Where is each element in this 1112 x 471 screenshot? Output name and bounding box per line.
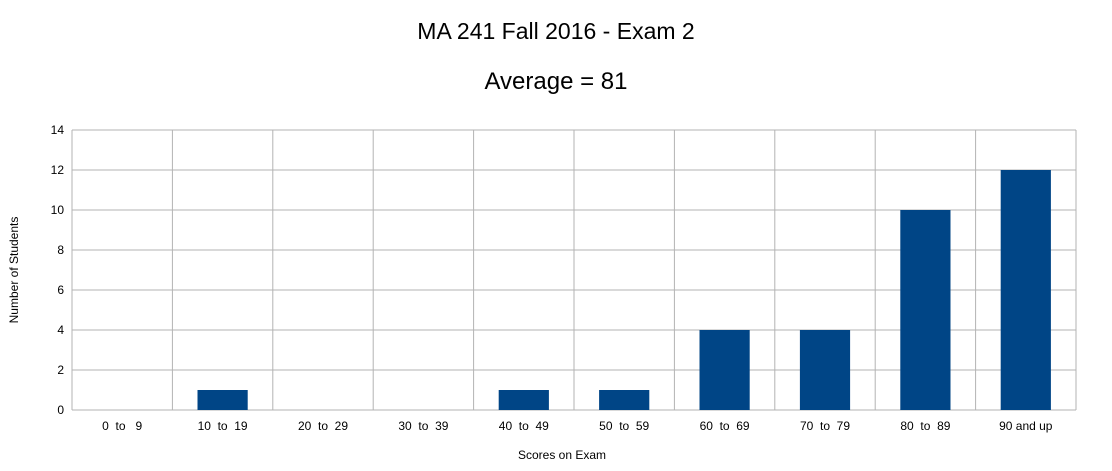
x-tick-label: 0 to 9 xyxy=(102,419,142,433)
bar xyxy=(599,390,650,410)
bar xyxy=(699,330,750,410)
bars xyxy=(197,170,1051,410)
x-tick-label: 40 to 49 xyxy=(499,419,549,433)
x-tick-label: 90 and up xyxy=(999,419,1053,433)
x-tick-label: 20 to 29 xyxy=(298,419,348,433)
y-tick-labels: 0 2 4 6 8 10 12 14 xyxy=(51,123,65,417)
bar xyxy=(900,210,951,410)
x-tick-label: 50 to 59 xyxy=(599,419,649,433)
y-tick-label: 4 xyxy=(57,323,64,337)
y-tick-label: 0 xyxy=(57,403,64,417)
x-tick-label: 30 to 39 xyxy=(398,419,448,433)
y-tick-label: 6 xyxy=(57,283,64,297)
x-axis-label: Scores on Exam xyxy=(518,448,606,462)
bar xyxy=(799,330,851,410)
x-tick-label: 80 to 89 xyxy=(900,419,950,433)
bar xyxy=(197,390,248,410)
chart-subtitle: Average = 81 xyxy=(484,68,628,95)
y-tick-label: 14 xyxy=(51,123,65,137)
x-tick-label: 10 to 19 xyxy=(198,419,248,433)
y-tick-label: 12 xyxy=(51,163,65,177)
bar xyxy=(498,390,549,410)
y-tick-label: 8 xyxy=(57,243,64,257)
grid-lines xyxy=(71,129,1077,411)
x-tick-label: 60 to 69 xyxy=(700,419,750,433)
chart-title: MA 241 Fall 2016 - Exam 2 xyxy=(417,18,695,44)
x-tick-label: 70 to 79 xyxy=(800,419,850,433)
y-tick-label: 10 xyxy=(51,203,65,217)
x-tick-labels: 0 to 9 10 to 19 20 to 29 30 to 39 40 to 49 50… xyxy=(102,419,1053,433)
bar xyxy=(1000,170,1051,410)
y-tick-label: 2 xyxy=(57,363,64,377)
y-axis-label: Number of Students xyxy=(7,217,21,324)
